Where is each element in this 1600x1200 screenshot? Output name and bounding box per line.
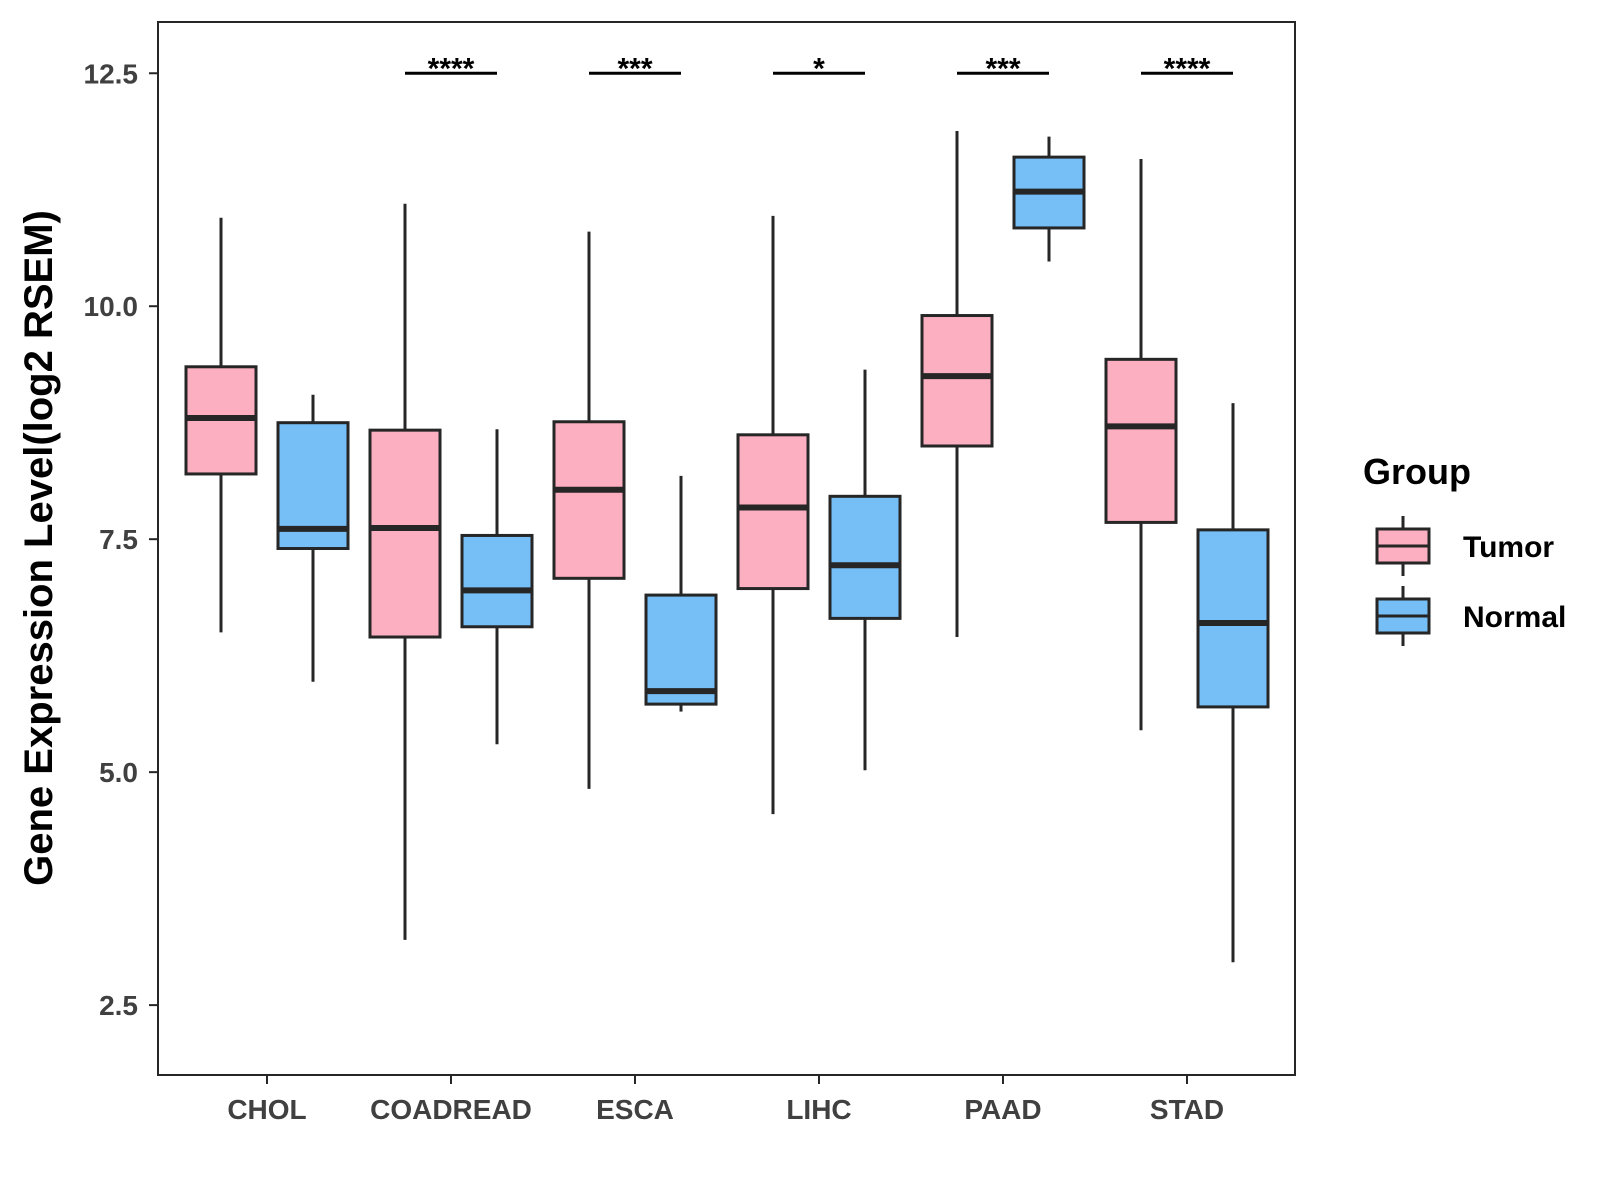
x-tick-label: ESCA	[596, 1094, 674, 1125]
box-normal-lihc	[828, 369, 902, 771]
box	[552, 420, 626, 580]
legend-label-normal: Normal	[1463, 601, 1566, 634]
box	[1104, 357, 1178, 524]
box	[920, 314, 994, 448]
legend-key-tumor	[1375, 516, 1431, 576]
box	[460, 533, 534, 629]
box-normal-esca	[644, 475, 718, 712]
box-tumor-esca	[552, 231, 626, 789]
box-normal-coadread	[460, 429, 534, 745]
significance-label: *	[813, 52, 825, 85]
box	[644, 593, 718, 706]
x-tick-label: STAD	[1150, 1094, 1224, 1125]
x-axis: CHOL COADREAD ESCA LIHC PAAD STAD	[227, 1075, 1224, 1125]
box-normal-stad	[1196, 403, 1270, 963]
significance-label: ****	[428, 52, 475, 85]
series-normal	[276, 136, 1270, 963]
y-tick-label: 2.5	[99, 990, 138, 1021]
x-tick-label: COADREAD	[370, 1094, 532, 1125]
significance-label: ***	[617, 52, 652, 85]
box-tumor-chol	[184, 217, 258, 633]
box	[736, 433, 810, 591]
legend: Group Tumor Normal	[1363, 451, 1566, 646]
box	[828, 494, 902, 620]
significance-annotations: **** *** * *** ****	[405, 52, 1233, 85]
x-tick-label: PAAD	[964, 1094, 1041, 1125]
box	[368, 428, 442, 639]
box-tumor-paad	[920, 131, 994, 638]
series-tumor	[184, 131, 1178, 940]
box-normal-chol	[276, 394, 350, 682]
box	[1196, 528, 1270, 709]
y-axis-title: Gene Expression Level(log2 RSEM)	[17, 210, 61, 886]
x-tick-label: LIHC	[786, 1094, 851, 1125]
y-tick-label: 10.0	[84, 291, 139, 322]
legend-title: Group	[1363, 451, 1471, 492]
box-normal-paad	[1012, 136, 1086, 262]
y-tick-label: 5.0	[99, 757, 138, 788]
legend-key-normal	[1375, 586, 1431, 646]
significance-label: ***	[985, 52, 1020, 85]
legend-label-tumor: Tumor	[1463, 531, 1554, 564]
x-tick-label: CHOL	[227, 1094, 306, 1125]
y-tick-label: 12.5	[84, 58, 139, 89]
y-tick-label: 7.5	[99, 524, 138, 555]
box-tumor-lihc	[736, 215, 810, 815]
significance-label: ****	[1164, 52, 1211, 85]
box-tumor-stad	[1104, 158, 1178, 731]
box-series	[184, 131, 1270, 963]
y-axis: 2.5 5.0 7.5 10.0 12.5	[84, 58, 158, 1021]
box-tumor-coadread	[368, 203, 442, 940]
